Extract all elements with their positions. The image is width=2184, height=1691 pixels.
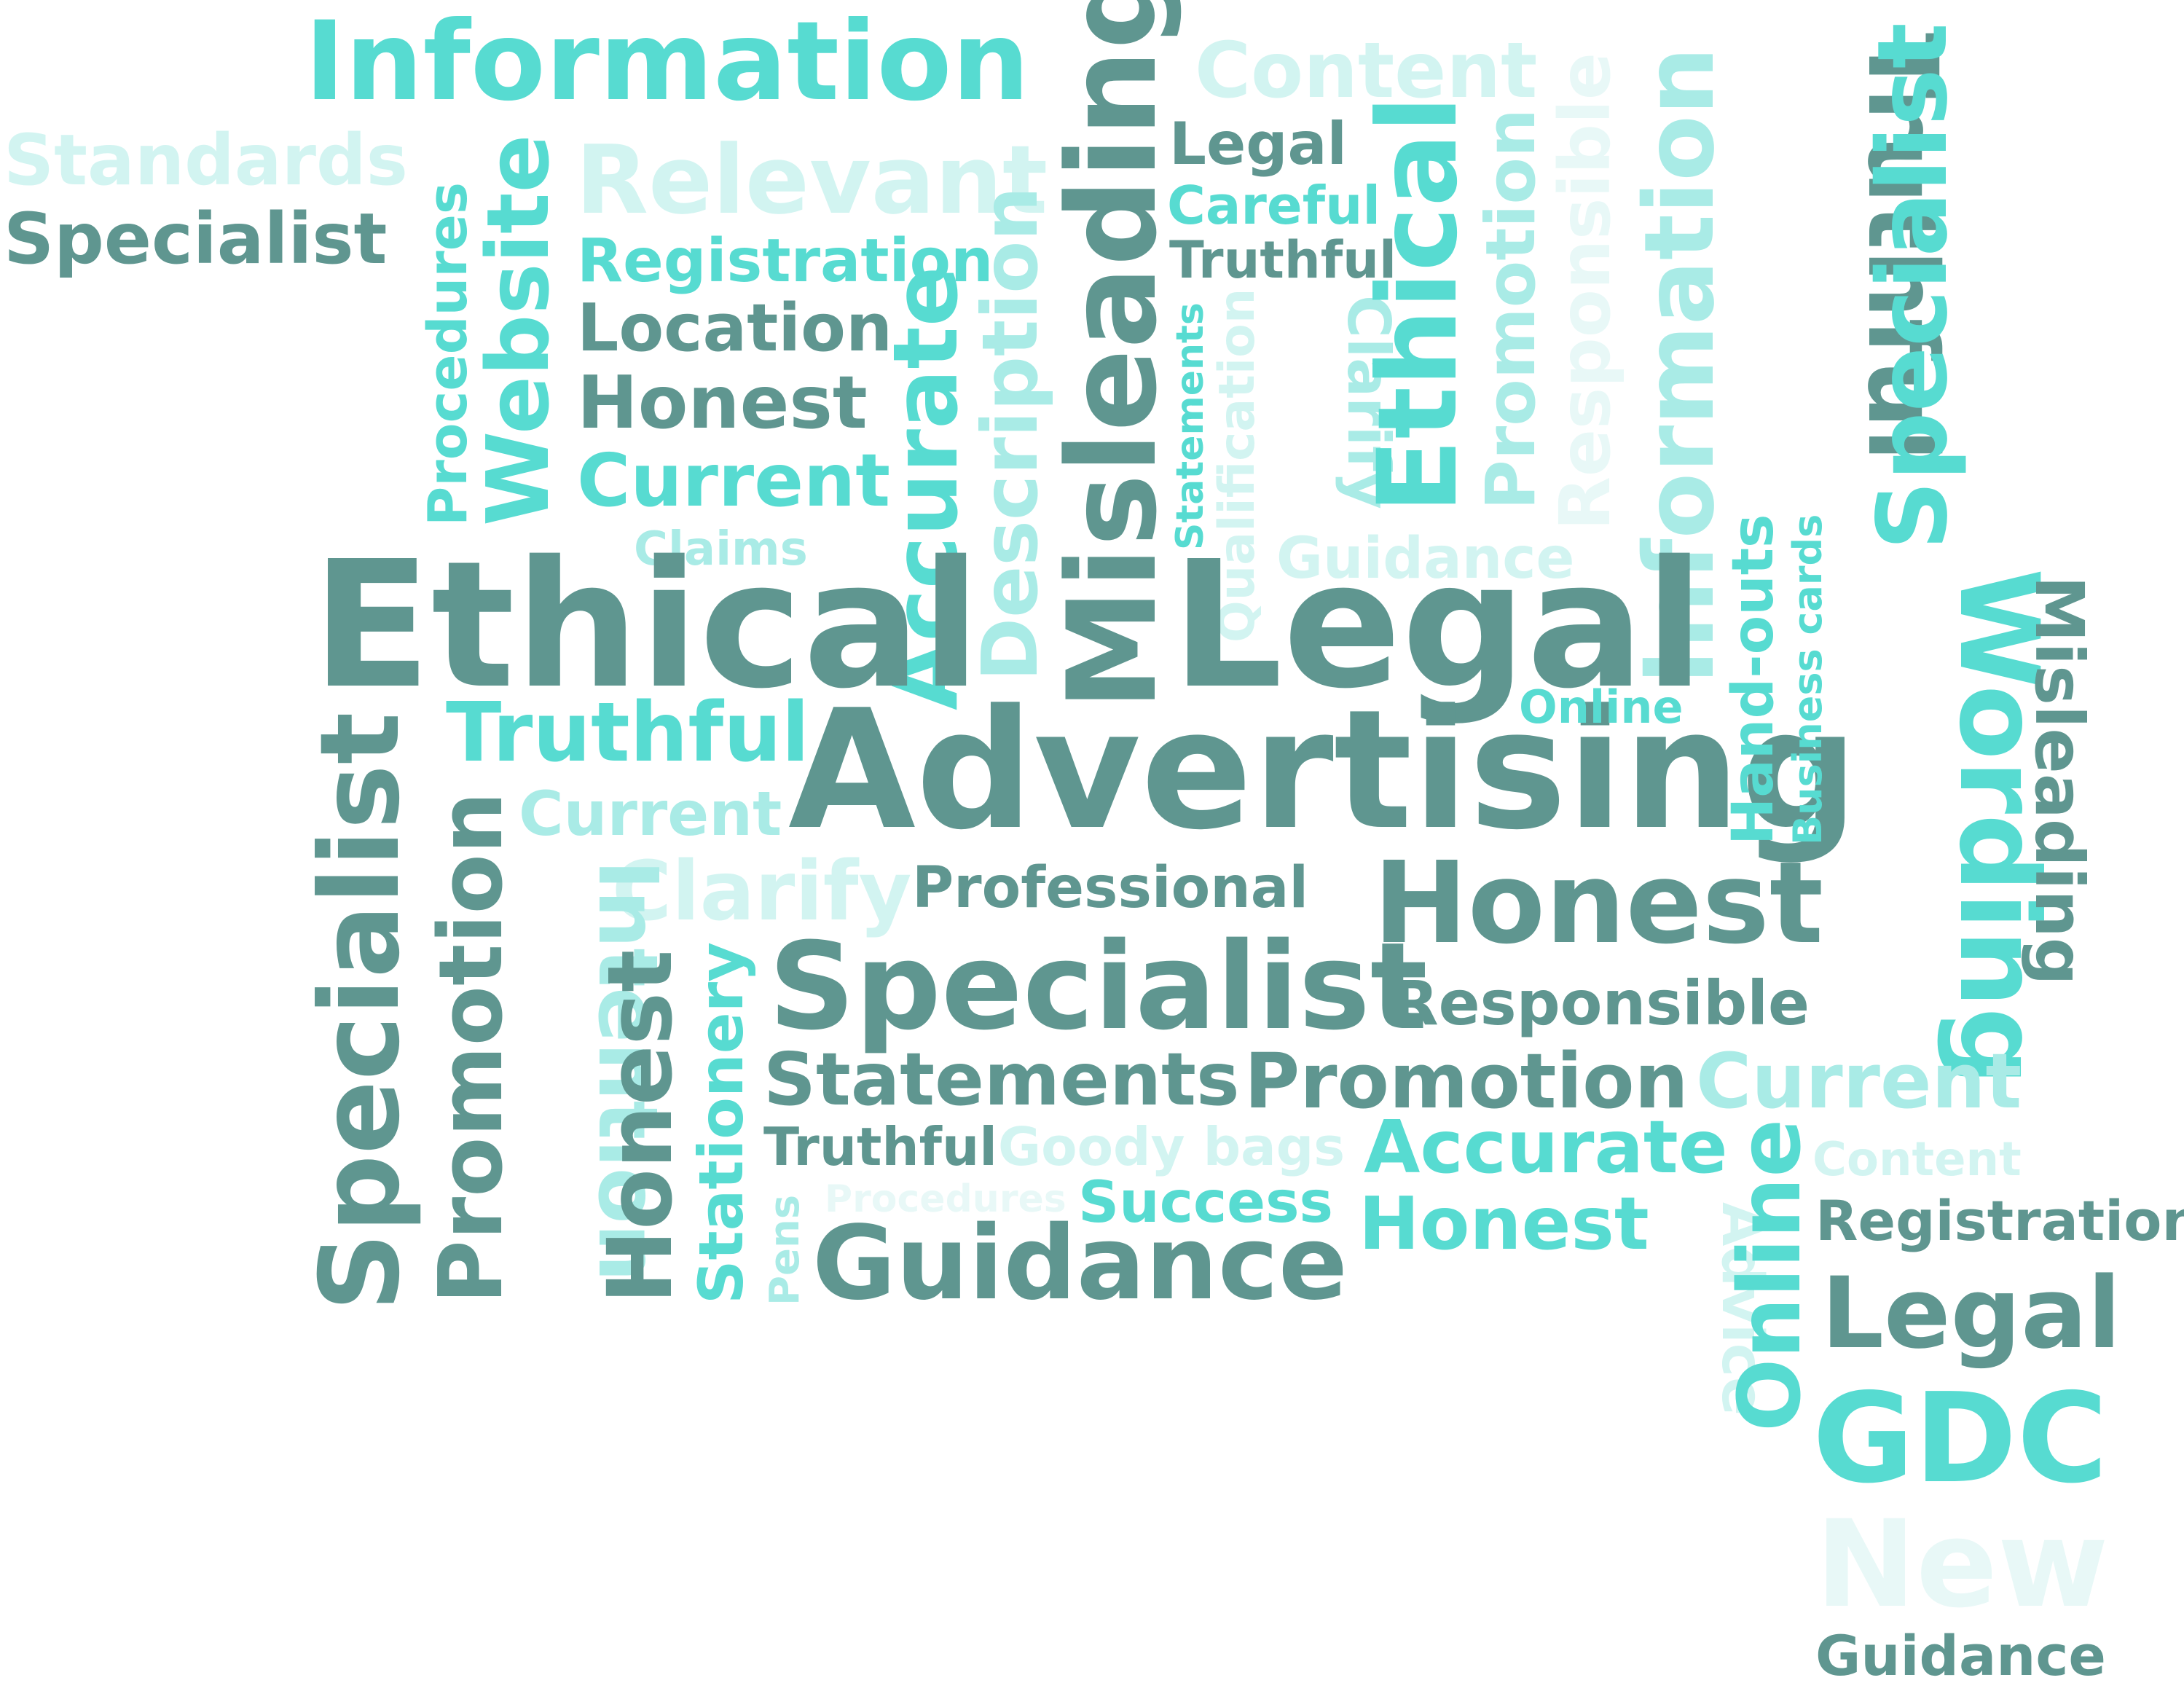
word-truthful: Truthful <box>1169 230 1397 290</box>
word-current: Current <box>577 438 891 523</box>
word-current-right: Current <box>1696 1037 2022 1126</box>
word-promotion-vertical: Promotion <box>1472 108 1551 510</box>
word-guidance-large: Guidance <box>812 1204 1348 1323</box>
word-truthful-small: Truthful <box>763 1116 997 1177</box>
word-registration-right: Registration <box>1815 1188 2184 1253</box>
word-statements: Statements <box>763 1037 1240 1122</box>
word-careful: Careful <box>1167 175 1381 236</box>
word-information: Information <box>305 0 1030 125</box>
word-responsible: Responsible <box>1391 968 1810 1039</box>
word-ethical: Ethical <box>312 523 981 727</box>
word-legal: Legal <box>1169 110 1347 178</box>
word-honest-vertical: Honest <box>589 949 692 1304</box>
word-online-vertical: Online <box>1719 1118 1820 1432</box>
word-claims: Claims <box>634 522 808 576</box>
word-online: Online <box>1519 680 1684 734</box>
word-stationery: Stationery <box>686 942 757 1304</box>
word-current-mid: Current <box>519 778 782 850</box>
word-ethical-vertical: Ethical <box>1355 95 1482 514</box>
word-legal-right: Legal <box>1821 1256 2121 1370</box>
word-truthful-mid: Truthful <box>446 686 810 780</box>
word-procedures: Procedures <box>417 181 479 526</box>
word-misleading-right: Misleading <box>2020 576 2098 986</box>
word-new: New <box>1815 1494 2109 1634</box>
word-gdc: GDC <box>1812 1367 2108 1511</box>
word-content-right: Content <box>1812 1133 2022 1187</box>
word-legal-large: Legal <box>1171 523 1705 727</box>
word-specialist-vertical-left: Specialist <box>297 712 424 1311</box>
word-advertising: Advertising <box>788 675 1858 866</box>
word-accurate: Accurate <box>1364 1105 1728 1190</box>
word-website: Website <box>468 134 568 526</box>
word-content: Content <box>1195 26 1538 115</box>
word-specialist: Specialist <box>4 198 388 280</box>
word-honest-right: Honest <box>1359 1181 1649 1266</box>
word-standards: Standards <box>4 119 408 201</box>
word-professional: Professional <box>912 855 1309 921</box>
word-description: Description <box>966 186 1055 681</box>
word-hand-outs: Hand-outs <box>1721 514 1786 845</box>
word-relevant: Relevant <box>576 125 1048 235</box>
word-guidance-bottom: Guidance <box>1815 1623 2106 1688</box>
word-guidance: Guidance <box>1276 526 1575 592</box>
word-registration: Registration <box>577 227 994 296</box>
word-clarify-mid: Clarify <box>612 844 912 939</box>
word-business-cards: Business cards <box>1785 514 1831 845</box>
word-promotion: Promotion <box>1244 1037 1689 1126</box>
word-procedures-small: Procedures <box>825 1177 1067 1221</box>
word-success: Success <box>1078 1170 1333 1236</box>
word-specialist-large: Specialist <box>769 917 1428 1056</box>
word-pens: Pens <box>761 1194 809 1306</box>
word-honest: Honest <box>577 360 868 445</box>
word-location: Location <box>577 290 893 366</box>
word-honest-large: Honest <box>1373 837 1824 969</box>
word-misleading: Misleading <box>1041 0 1184 710</box>
word-promotion-vertical-left: Promotion <box>421 791 522 1304</box>
word-goody-bags: Goody bags <box>998 1116 1346 1177</box>
word-responsible-vertical: Responsible <box>1544 52 1626 530</box>
word-statements: Statements <box>1168 302 1212 550</box>
word-specialist-vertical-top: Specialist <box>1857 23 1969 550</box>
